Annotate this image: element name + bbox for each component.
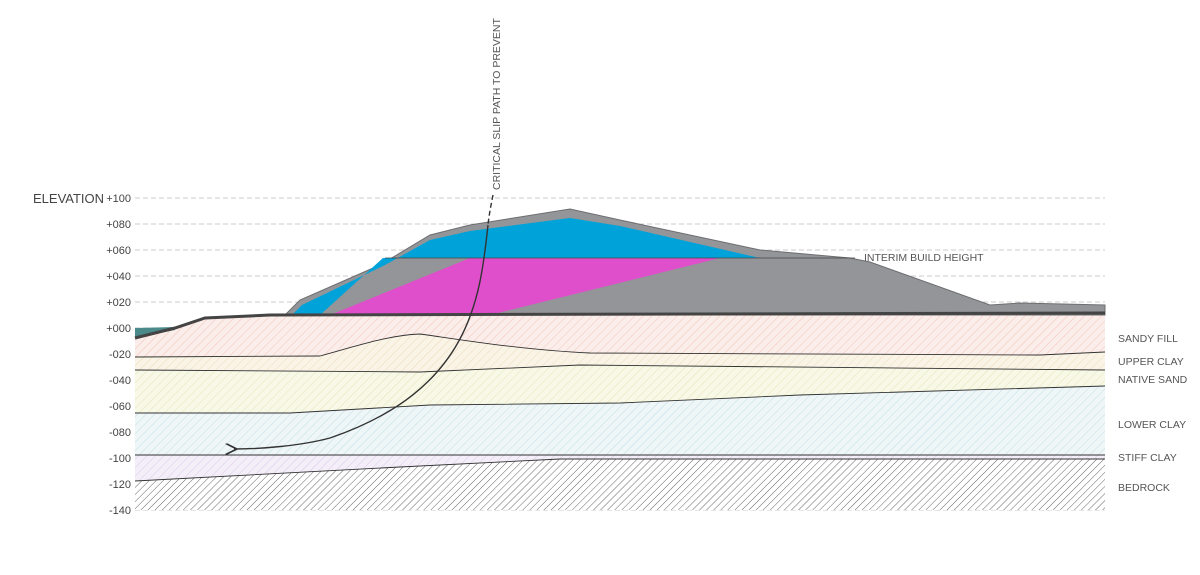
lower-clay xyxy=(135,386,1105,455)
tick-label: +020 xyxy=(106,297,131,309)
ground-line xyxy=(134,311,1106,340)
tick-label: +100 xyxy=(106,193,131,205)
tick-label: +040 xyxy=(106,271,131,283)
bedrock xyxy=(135,459,1105,510)
build-height-label: INTERIM BUILD HEIGHT xyxy=(864,252,984,264)
tick-label: -140 xyxy=(109,505,131,517)
slip-path-label: CRITICAL SLIP PATH TO PREVENT xyxy=(491,17,503,190)
tick-label: -020 xyxy=(109,349,131,361)
native-sand xyxy=(135,365,1105,413)
tick-label: -040 xyxy=(109,375,131,387)
tick-label: -080 xyxy=(109,427,131,439)
magenta-fill xyxy=(330,258,720,315)
tick-label: +080 xyxy=(106,219,131,231)
stiff-clay xyxy=(135,455,1105,481)
layer-boundaries xyxy=(134,333,1106,482)
blue-fill xyxy=(292,218,760,315)
tick-label: -060 xyxy=(109,401,131,413)
tick-label: -100 xyxy=(109,453,131,465)
tick-label: +000 xyxy=(106,323,131,335)
layer-label: STIFF CLAY xyxy=(1118,452,1177,464)
layer-label: LOWER CLAY xyxy=(1118,419,1186,431)
soil-layers xyxy=(134,313,1106,510)
sandy-fill xyxy=(135,313,1105,357)
layer-label: NATIVE SAND xyxy=(1118,374,1188,386)
upper-clay xyxy=(135,334,1105,372)
embankment xyxy=(134,208,1106,340)
tick-label: +060 xyxy=(106,245,131,257)
slip-path xyxy=(234,224,489,449)
layer-label: SANDY FILL xyxy=(1118,333,1178,345)
layer-labels: SANDY FILL UPPER CLAY NATIVE SAND LOWER … xyxy=(1118,333,1188,494)
axis-title: ELEVATION xyxy=(33,191,104,206)
slip-path-dashed xyxy=(487,194,494,226)
layer-label: UPPER CLAY xyxy=(1118,356,1184,368)
tick-label: -120 xyxy=(109,479,131,491)
layer-label: BEDROCK xyxy=(1118,482,1170,494)
